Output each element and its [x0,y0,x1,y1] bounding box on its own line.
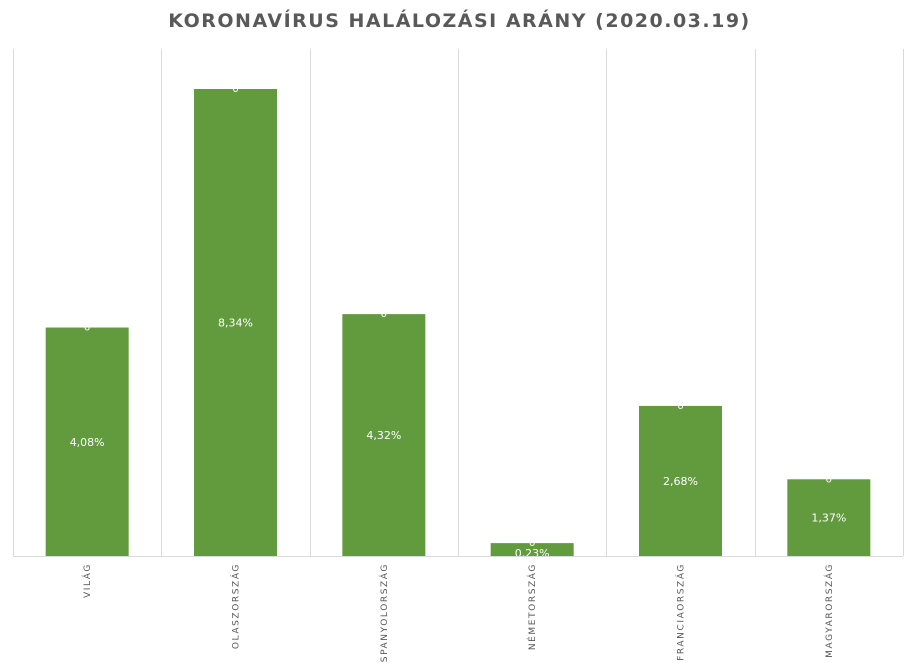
x-tick-label: NÉMETORSZÁG [526,563,538,650]
data-label: 1,37% [811,512,846,525]
bar [45,327,129,556]
bar [194,89,277,556]
data-label-secondary: 0 [677,401,683,412]
data-label: 2,68% [663,475,698,488]
data-label-secondary: 0 [381,309,387,320]
data-label-secondary: 0 [529,538,535,549]
x-tick-label: OLASZORSZÁG [230,563,242,649]
x-tick-label: FRANCIAORSZÁG [675,563,687,661]
x-tick-label: VILÁG [81,563,93,598]
data-label: 4,08% [70,436,105,449]
data-label-secondary: 0 [84,323,90,334]
x-tick-label: SPANYOLORSZÁG [378,563,390,662]
data-label-secondary: 0 [826,474,832,485]
data-label-secondary: 0 [232,84,238,95]
x-tick-label: MAGYARORSZÁG [823,563,835,658]
data-label: 8,34% [218,317,253,330]
data-label: 4,32% [366,429,401,442]
bar [342,314,426,556]
bar [490,543,574,556]
bar [787,479,871,556]
chart-title: KORONAVÍRUS HALÁLOZÁSI ARÁNY (2020.03.19… [168,10,751,32]
bar [639,405,722,556]
